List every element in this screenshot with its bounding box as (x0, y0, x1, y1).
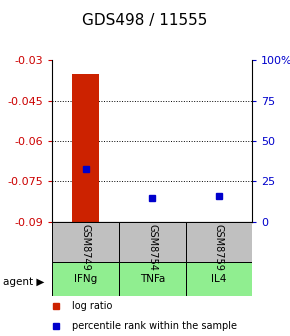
Text: percentile rank within the sample: percentile rank within the sample (72, 321, 237, 331)
Text: log ratio: log ratio (72, 301, 113, 311)
FancyBboxPatch shape (119, 222, 186, 262)
FancyBboxPatch shape (186, 222, 252, 262)
Text: IL4: IL4 (211, 275, 227, 284)
Text: GSM8754: GSM8754 (147, 224, 157, 271)
Text: TNFa: TNFa (139, 275, 165, 284)
Bar (72, 74, 99, 222)
Text: agent ▶: agent ▶ (3, 277, 44, 287)
FancyBboxPatch shape (52, 222, 119, 262)
Text: GDS498 / 11555: GDS498 / 11555 (82, 13, 208, 29)
FancyBboxPatch shape (119, 262, 186, 296)
Text: GSM8759: GSM8759 (214, 224, 224, 271)
Text: GSM8749: GSM8749 (81, 224, 90, 271)
FancyBboxPatch shape (52, 262, 119, 296)
Text: IFNg: IFNg (74, 275, 97, 284)
FancyBboxPatch shape (186, 262, 252, 296)
